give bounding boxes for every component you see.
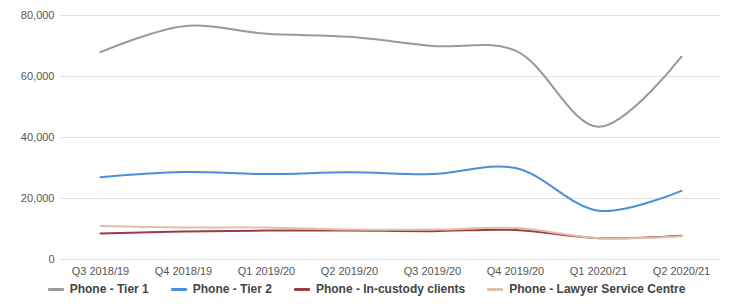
svg-text:Q3 2019/20: Q3 2019/20 (404, 265, 462, 277)
svg-text:20,000: 20,000 (21, 192, 55, 204)
svg-text:80,000: 80,000 (21, 9, 55, 21)
html-text:Phone - In-custody clients: Phone - In-custody clients (315, 282, 466, 296)
svg-text:Q3 2018/19: Q3 2018/19 (72, 265, 130, 277)
svg-text:0: 0 (48, 253, 54, 265)
svg-text:40,000: 40,000 (21, 131, 55, 143)
svg-text:Q1 2020/21: Q1 2020/21 (570, 265, 628, 277)
svg-text:Q4 2019/20: Q4 2019/20 (487, 265, 545, 277)
svg-text:Q4 2018/19: Q4 2018/19 (155, 265, 213, 277)
svg-text:Q1 2019/20: Q1 2019/20 (238, 265, 296, 277)
html-text:Phone - Lawyer Service Centre: Phone - Lawyer Service Centre (509, 282, 686, 296)
svg-text:60,000: 60,000 (21, 70, 55, 82)
html-text:Phone - Tier 1: Phone - Tier 1 (69, 282, 149, 296)
html-text:Phone - Tier 2: Phone - Tier 2 (192, 282, 272, 296)
svg-text:Q2 2020/21: Q2 2020/21 (653, 265, 711, 277)
svg-text:Q2 2019/20: Q2 2019/20 (321, 265, 379, 277)
